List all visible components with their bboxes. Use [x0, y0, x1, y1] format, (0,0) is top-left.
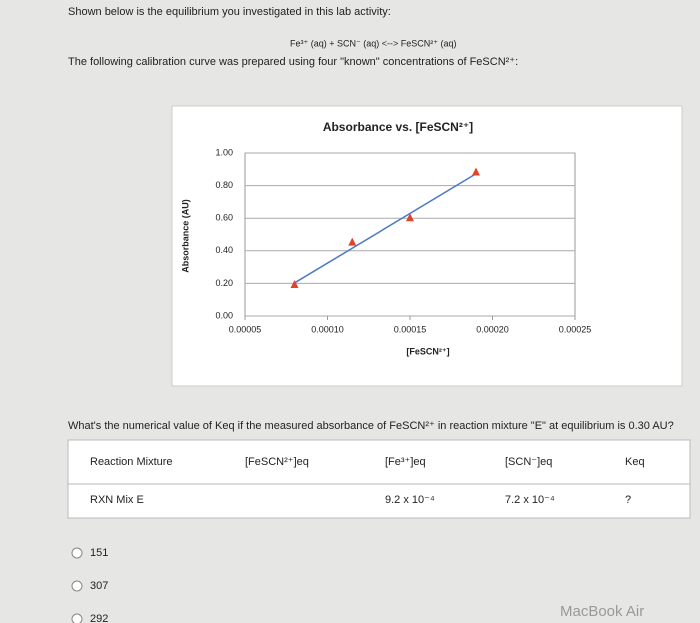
radio[interactable] — [71, 613, 83, 623]
table-cell: 7.2 x 10⁻⁴ — [505, 494, 555, 506]
radio[interactable] — [71, 547, 83, 559]
table-header: [Fe³⁺]eq — [385, 456, 426, 468]
y-tick-label: 0.20 — [215, 278, 233, 288]
y-tick-label: 0.00 — [215, 310, 233, 320]
point — [290, 280, 299, 289]
x-tick-label: 0.00010 — [311, 324, 344, 334]
x-tick-label: 0.00020 — [476, 324, 509, 334]
y-axis-label: Absorbance (AU) — [180, 199, 190, 273]
y-tick-label: 0.80 — [215, 180, 233, 190]
table-header: Keq — [625, 456, 645, 468]
option-label: 307 — [90, 580, 108, 592]
point — [472, 167, 480, 176]
y-tick-label: 0.40 — [215, 245, 233, 255]
x-tick-label: 0.00025 — [559, 324, 592, 334]
question: What's the numerical value of Keq if the… — [68, 420, 674, 432]
intro: Shown below is the equilibrium you inves… — [68, 6, 391, 18]
point — [348, 237, 357, 246]
x-tick-label: 0.00015 — [394, 324, 427, 334]
chart-box — [171, 105, 683, 387]
y-tick-label: 0.60 — [215, 213, 233, 223]
radio[interactable] — [71, 580, 83, 592]
equation: Fe³⁺ (aq) + SCN⁻ (aq) <--> FeSCN²⁺ (aq) — [290, 38, 457, 48]
chart-title: Absorbance vs. [FeSCN²⁺] — [323, 120, 473, 134]
x-axis-label: [FeSCN²⁺] — [406, 346, 449, 356]
point — [406, 213, 414, 222]
table-header: Reaction Mixture — [90, 456, 173, 468]
table-header: [SCN⁻]eq — [505, 456, 552, 468]
watermark: MacBook Air — [560, 603, 644, 620]
option-label: 151 — [90, 547, 108, 559]
trendline — [294, 173, 477, 284]
y-tick-label: 1.00 — [215, 147, 233, 157]
table-cell: ? — [625, 494, 631, 506]
table — [67, 439, 691, 519]
table-cell: RXN Mix E — [90, 494, 144, 506]
x-tick-label: 0.00005 — [229, 324, 262, 334]
table-cell: 9.2 x 10⁻⁴ — [385, 494, 435, 506]
option-label: 292 — [90, 613, 108, 623]
calibration-note: The following calibration curve was prep… — [68, 56, 518, 68]
table-header: [FeSCN²⁺]eq — [245, 456, 309, 468]
